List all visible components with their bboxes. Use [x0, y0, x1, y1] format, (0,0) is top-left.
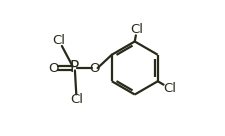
Text: O: O: [48, 61, 58, 75]
Text: Cl: Cl: [130, 23, 143, 36]
Text: O: O: [89, 61, 99, 75]
Text: P: P: [69, 61, 79, 75]
Text: Cl: Cl: [162, 82, 175, 95]
Text: Cl: Cl: [52, 34, 65, 47]
Text: Cl: Cl: [70, 93, 82, 106]
